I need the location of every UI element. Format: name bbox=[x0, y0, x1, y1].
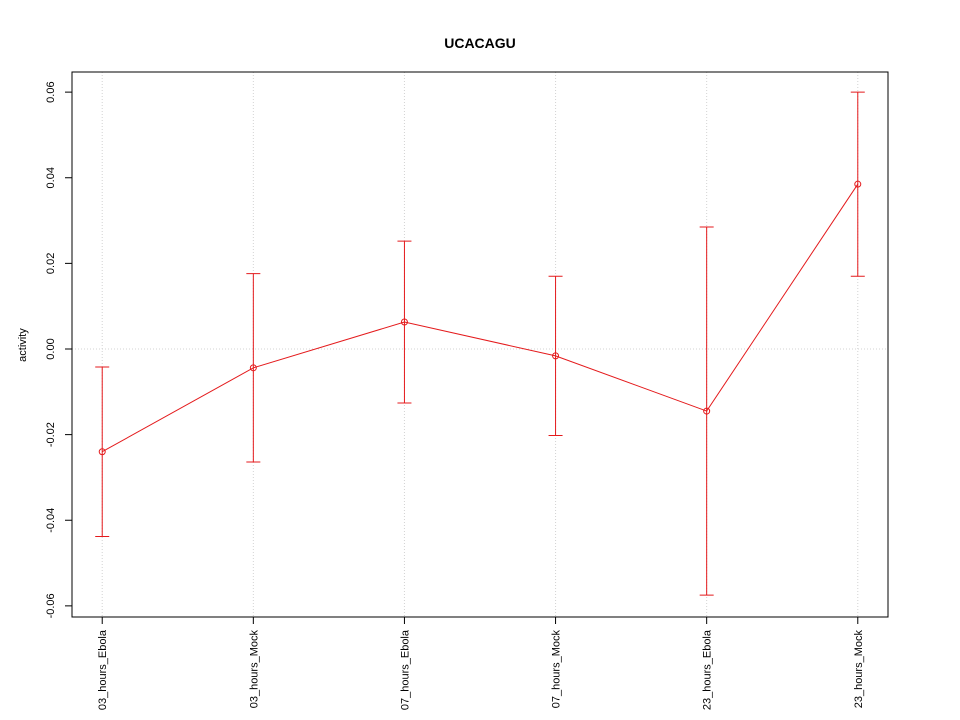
y-tick-label: 0.00 bbox=[45, 338, 57, 359]
y-tick-label: 0.04 bbox=[45, 167, 57, 188]
point bbox=[552, 352, 560, 360]
chart-title: UCACAGU bbox=[444, 35, 516, 51]
y-axis-label: activity bbox=[17, 328, 29, 362]
point bbox=[249, 364, 257, 372]
series-line bbox=[101, 183, 859, 453]
point bbox=[703, 407, 711, 415]
point bbox=[854, 180, 862, 188]
y-tick-label: -0.06 bbox=[45, 593, 57, 618]
error-bar bbox=[850, 91, 865, 277]
y-tick-label: -0.02 bbox=[45, 422, 57, 447]
y-tick-label: 0.06 bbox=[45, 81, 57, 102]
point bbox=[98, 448, 106, 456]
x-tick-label: 03_hours_Ebola bbox=[97, 629, 109, 710]
point bbox=[400, 318, 408, 326]
x-tick-label: 23_hours_Mock bbox=[853, 630, 865, 709]
x-tick-label: 23_hours_Ebola bbox=[702, 629, 714, 710]
y-tick-label: -0.04 bbox=[45, 508, 57, 533]
x-tick-label: 03_hours_Mock bbox=[248, 630, 260, 709]
x-tick-label: 07_hours_Mock bbox=[551, 630, 563, 709]
x-tick-label: 07_hours_Ebola bbox=[399, 629, 411, 710]
y-tick-label: 0.02 bbox=[45, 253, 57, 274]
plot-frame bbox=[71, 71, 889, 618]
error-bar bbox=[95, 366, 110, 538]
